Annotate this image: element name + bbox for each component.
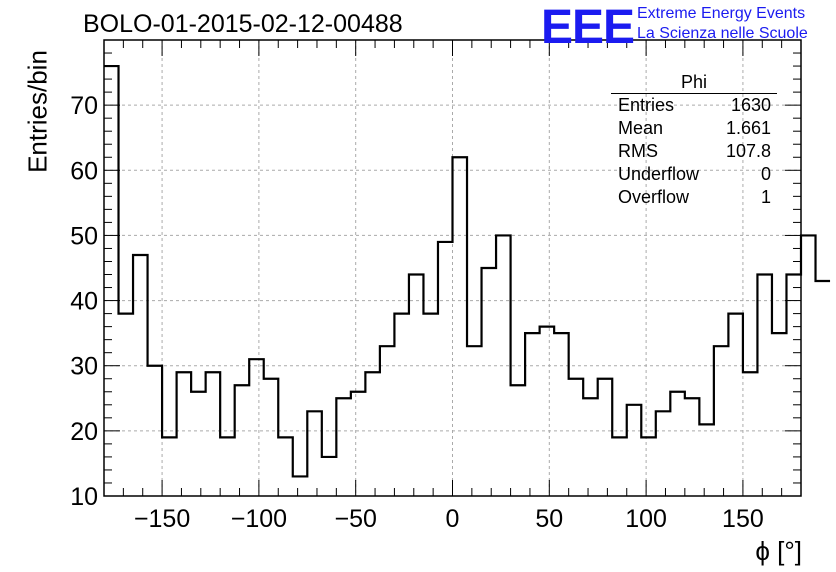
stats-row-mean: Mean 1.661 <box>611 117 777 140</box>
histogram-bin <box>365 372 380 496</box>
histogram-bin <box>453 157 468 496</box>
histogram-bin <box>627 405 642 496</box>
histogram-bin <box>293 476 308 496</box>
stats-row-underflow: Underflow 0 <box>611 163 777 186</box>
x-tick-label: 100 <box>625 505 667 533</box>
histogram-bin <box>394 314 409 496</box>
tick-labels: −150 −100 −50 0 50 100 150 10 20 30 40 50 60 70 <box>70 92 764 533</box>
y-tick-label: 20 <box>70 418 98 446</box>
x-tick-label: 0 <box>446 505 460 533</box>
histogram-bin <box>322 457 337 496</box>
histogram-bin <box>496 235 511 496</box>
eee-logo: EEE <box>541 1 635 54</box>
histogram-bin <box>177 372 192 496</box>
y-tick-label: 50 <box>70 222 98 250</box>
histogram-bin <box>307 411 322 496</box>
histogram-bin <box>249 359 264 496</box>
histogram-bin <box>757 275 772 496</box>
histogram-bin <box>728 314 743 496</box>
histogram-outline <box>104 64 831 478</box>
x-tick-label: −100 <box>231 505 287 533</box>
stats-value: 0 <box>760 164 771 184</box>
histogram-bin <box>540 327 555 496</box>
grid-lines <box>104 40 801 496</box>
stats-box: Phi Entries 1630 Mean 1.661 RMS 107.8 Un… <box>611 72 777 209</box>
stats-label: RMS <box>618 141 658 161</box>
histogram-bin <box>438 242 453 496</box>
stats-value: 107.8 <box>725 141 771 161</box>
histogram-bin <box>264 379 279 496</box>
stats-row-overflow: Overflow 1 <box>611 186 777 209</box>
histogram-bin <box>583 398 598 496</box>
y-tick-label: 60 <box>70 157 98 185</box>
histogram-bin <box>104 66 119 496</box>
stats-title: Phi <box>611 72 777 94</box>
histogram-bin <box>656 411 671 496</box>
histogram-bin <box>685 398 700 496</box>
histogram-bin <box>380 346 395 496</box>
histogram-bin <box>525 333 540 496</box>
histogram-bin <box>235 385 250 496</box>
stats-value: 1630 <box>730 95 771 115</box>
logo-line-1: Extreme Energy Events <box>637 5 806 22</box>
histogram-bin <box>133 255 148 496</box>
stats-row-entries: Entries 1630 <box>611 94 777 117</box>
stats-label: Entries <box>618 95 675 115</box>
histogram-bin <box>119 314 134 496</box>
histogram-bin <box>641 437 656 496</box>
x-tick-label: −50 <box>334 505 376 533</box>
histogram-bin <box>191 392 206 496</box>
histogram-bin <box>409 275 424 496</box>
x-tick-label: 150 <box>722 505 764 533</box>
histogram-series <box>104 64 831 496</box>
histogram-bin <box>511 385 526 496</box>
histogram-bin <box>612 437 627 496</box>
histogram-bin <box>220 437 235 496</box>
histogram-bin <box>714 346 729 496</box>
histogram-bin <box>801 235 816 496</box>
stats-label: Mean <box>618 118 664 138</box>
histogram-bin <box>336 398 351 496</box>
histogram-bin <box>351 392 366 496</box>
y-tick-label: 10 <box>70 483 98 511</box>
histogram-bin <box>816 281 831 496</box>
stats-value: 1 <box>760 187 771 207</box>
x-tick-label: −150 <box>134 505 190 533</box>
histogram-bin <box>699 424 714 496</box>
stats-label: Underflow <box>618 164 700 184</box>
histogram-bin <box>598 379 613 496</box>
histogram-bin <box>786 275 801 496</box>
histogram-bin <box>423 314 438 496</box>
histogram-bin <box>467 346 482 496</box>
histogram-bin <box>278 437 293 496</box>
y-tick-label: 70 <box>70 92 98 120</box>
histogram-bin <box>772 333 787 496</box>
x-axis-label: ϕ [°] <box>755 536 802 566</box>
y-tick-label: 40 <box>70 288 98 316</box>
histogram-bin <box>482 268 497 496</box>
stats-row-rms: RMS 107.8 <box>611 140 777 163</box>
y-tick-label: 30 <box>70 353 98 381</box>
stats-label: Overflow <box>618 187 690 207</box>
histogram-bin <box>148 366 163 496</box>
logo-line-2: La Scienza nelle Scuole <box>637 25 808 42</box>
x-tick-label: 50 <box>535 505 563 533</box>
stats-value: 1.661 <box>725 118 771 138</box>
page-title: BOLO-01-2015-02-12-00488 <box>83 10 403 38</box>
histogram-bin <box>670 392 685 496</box>
histogram-bin <box>206 372 221 496</box>
histogram-bin <box>554 333 569 496</box>
histogram-bin <box>569 379 584 496</box>
histogram-bin <box>743 372 758 496</box>
histogram-bin <box>162 437 177 496</box>
y-axis-label: Entries/bin <box>22 50 53 173</box>
